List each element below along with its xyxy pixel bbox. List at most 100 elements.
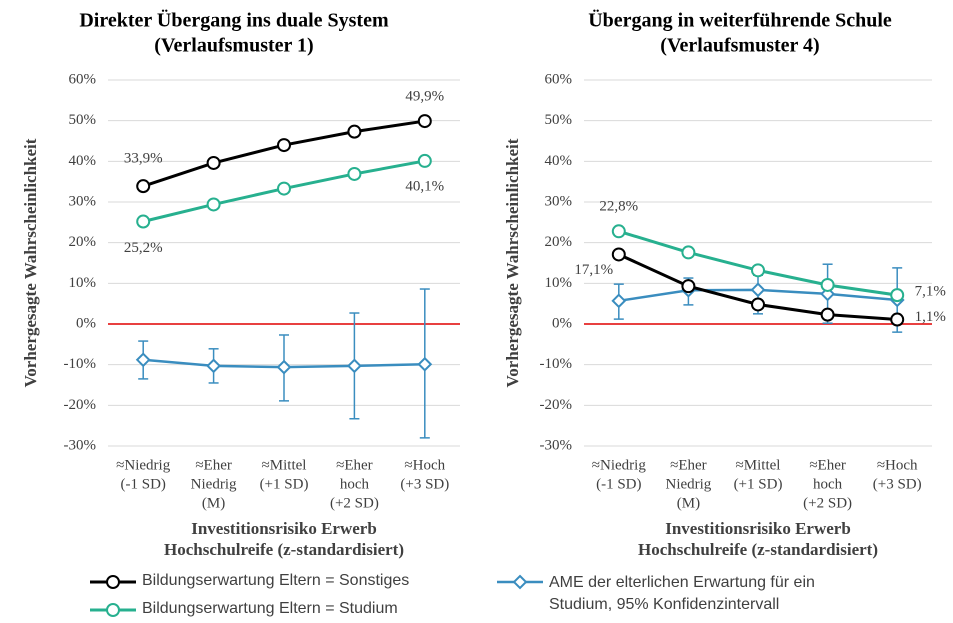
chart-title: (Verlaufsmuster 4) (660, 35, 819, 57)
y-tick-label: 30% (69, 193, 97, 209)
point (136, 179, 151, 194)
x-axis-label: Investitionsrisiko Erwerb (191, 519, 377, 538)
chart-title: Übergang in weiterführende Schule (588, 9, 892, 32)
x-axis-label: Investitionsrisiko Erwerb (665, 519, 851, 538)
y-tick-label: 50% (69, 112, 97, 128)
data-label: 25,2% (124, 240, 163, 256)
data-label: 33,9% (124, 151, 163, 167)
x-tick-label: ≈Mittel (736, 457, 781, 473)
x-tick-label: (M) (677, 495, 700, 511)
point (611, 247, 626, 262)
point (417, 114, 432, 129)
legend-swatch (90, 575, 136, 589)
y-tick-label: 0% (552, 315, 572, 331)
x-tick-label: ≈Eher (195, 457, 232, 473)
point (681, 245, 696, 260)
x-tick-label: (+3 SD) (400, 476, 449, 492)
legend-swatch (90, 603, 136, 617)
data-label: 22,8% (599, 199, 638, 215)
legend-item: AME der elterlichen Erwartung für ein St… (495, 572, 875, 616)
y-tick-label: 0% (76, 315, 96, 331)
y-tick-label: -10% (540, 356, 573, 372)
y-tick-label: 40% (69, 153, 97, 169)
point (890, 312, 905, 327)
legend-item: Bildungserwartung Eltern = Studium (88, 600, 468, 620)
x-tick-label: (+1 SD) (734, 476, 783, 492)
point (820, 277, 835, 292)
point (751, 263, 765, 278)
data-label: 40,1% (405, 178, 444, 194)
point (890, 288, 905, 303)
y-tick-label: 10% (69, 275, 97, 291)
legend-swatch (497, 574, 543, 590)
point (276, 359, 292, 375)
point (277, 138, 291, 153)
point (611, 293, 627, 309)
data-label: 7,1% (915, 284, 946, 300)
x-tick-label: (+2 SD) (330, 495, 379, 511)
y-axis-label: Vorhergesagte Wahrscheinlichkeit (503, 138, 522, 387)
point (417, 356, 433, 372)
legend-item: Bildungserwartung Eltern = Sonstiges (88, 572, 468, 592)
x-tick-label: Niedrig (665, 476, 711, 492)
x-tick-label: ≈Hoch (877, 457, 918, 473)
point (751, 297, 765, 312)
chart-title: (Verlaufsmuster 1) (154, 35, 313, 57)
y-tick-label: 40% (545, 153, 573, 169)
point (277, 181, 291, 196)
y-tick-label: -10% (64, 356, 97, 372)
point (206, 197, 221, 212)
legend-label: AME der elterlichen Erwartung für ein St… (549, 574, 815, 613)
point (135, 352, 151, 368)
chart-title: Direkter Übergang ins duale System (79, 9, 389, 32)
y-tick-label: -20% (64, 397, 97, 413)
point (681, 279, 696, 294)
x-tick-label: (+3 SD) (873, 476, 922, 492)
chart: Direkter Übergang ins duale System (Verla… (21, 9, 946, 559)
y-axis-label: Vorhergesagte Wahrscheinlichkeit (21, 138, 40, 387)
y-tick-label: -20% (540, 397, 573, 413)
y-tick-label: 10% (545, 275, 573, 291)
point (347, 124, 362, 139)
x-tick-label: (-1 SD) (120, 476, 165, 492)
series-line (142, 119, 426, 188)
x-tick-label: hoch (813, 476, 843, 492)
y-tick-label: 50% (545, 112, 573, 128)
x-tick-label: hoch (340, 476, 370, 492)
legend-label: Bildungserwartung Eltern = Studium (142, 600, 398, 617)
x-tick-label: (+2 SD) (803, 495, 852, 511)
x-tick-label: (+1 SD) (260, 476, 309, 492)
data-label: 17,1% (574, 262, 613, 278)
point (136, 214, 151, 229)
data-label: 49,9% (405, 89, 444, 105)
point (611, 224, 626, 239)
x-tick-label: ≈Niedrig (592, 457, 647, 473)
legend-label: Bildungserwartung Eltern = Sonstiges (142, 572, 410, 589)
point (820, 307, 835, 322)
y-tick-label: 30% (545, 193, 573, 209)
x-tick-label: (-1 SD) (596, 476, 641, 492)
x-tick-label: ≈Hoch (404, 457, 445, 473)
y-tick-label: 60% (69, 71, 97, 87)
x-tick-label: Niedrig (191, 476, 237, 492)
point (347, 166, 362, 181)
x-tick-label: ≈Eher (809, 457, 846, 473)
point (346, 358, 362, 374)
y-tick-label: 60% (545, 71, 573, 87)
point (750, 282, 766, 298)
x-tick-label: ≈Eher (670, 457, 707, 473)
x-tick-label: (M) (202, 495, 225, 511)
x-tick-label: ≈Eher (336, 457, 373, 473)
x-axis-label: Hochschulreife (z-standardisiert) (164, 540, 404, 559)
y-tick-label: 20% (69, 234, 97, 250)
x-tick-label: ≈Niedrig (116, 457, 171, 473)
point (206, 358, 222, 374)
y-tick-label: -30% (64, 437, 97, 453)
data-label: 1,1% (915, 309, 946, 325)
x-axis-label: Hochschulreife (z-standardisiert) (638, 540, 878, 559)
x-tick-label: ≈Mittel (262, 457, 307, 473)
y-tick-label: 20% (545, 234, 573, 250)
point (417, 153, 432, 168)
point (206, 155, 221, 170)
